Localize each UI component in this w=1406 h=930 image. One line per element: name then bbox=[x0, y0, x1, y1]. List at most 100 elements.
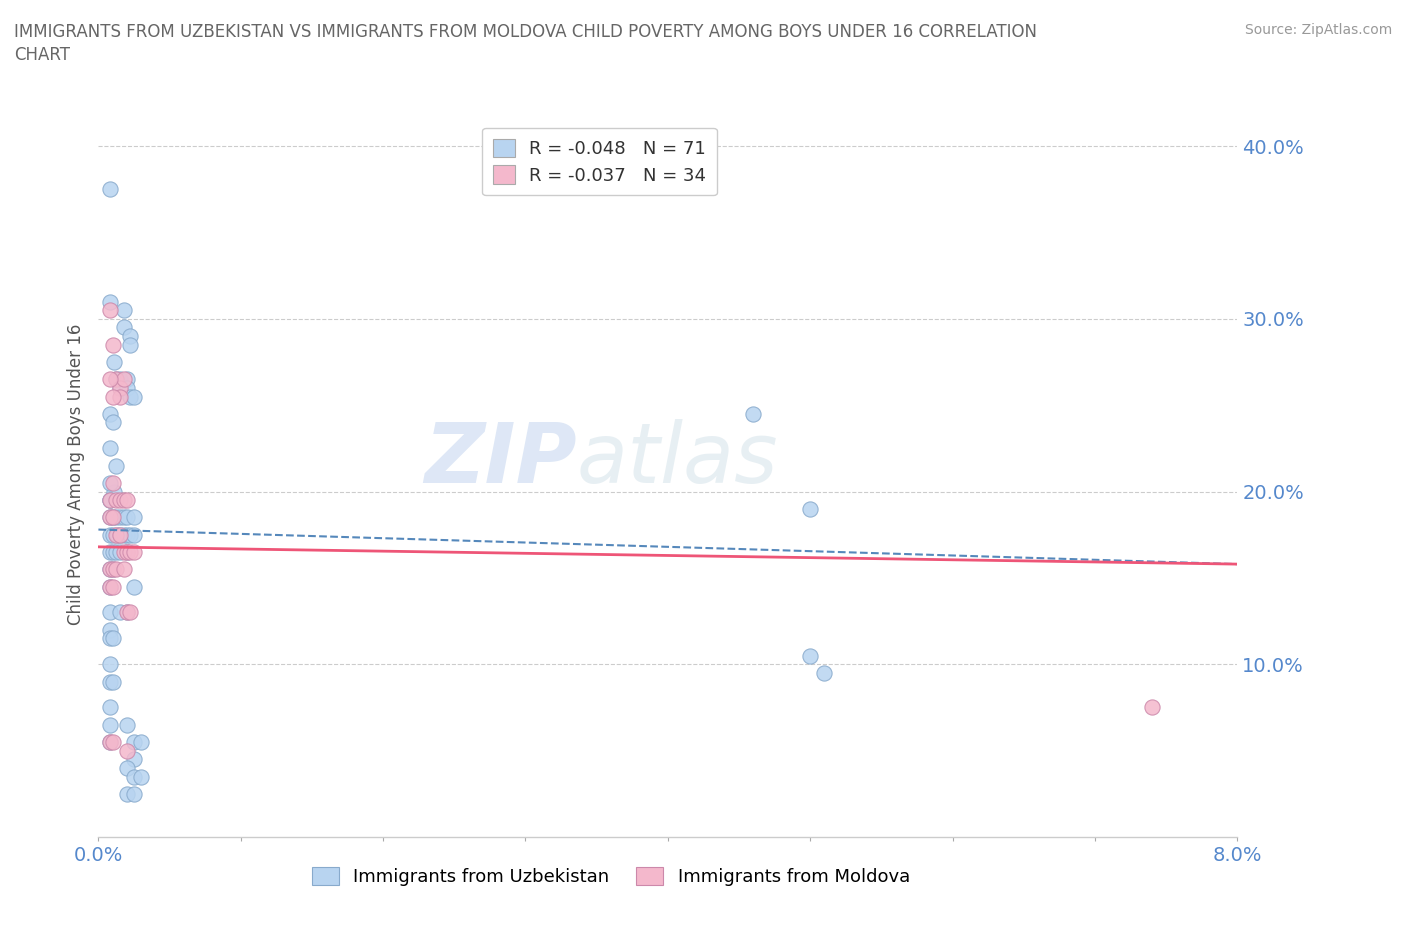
Point bbox=[98, 303, 121, 318]
Point bbox=[98, 562, 121, 577]
Point bbox=[98, 579, 121, 594]
Point bbox=[98, 493, 121, 508]
Point bbox=[101, 631, 124, 645]
Point bbox=[101, 735, 124, 750]
Point bbox=[115, 545, 138, 560]
Point bbox=[122, 389, 145, 404]
Point bbox=[813, 666, 835, 681]
Point bbox=[98, 657, 121, 671]
Point bbox=[98, 717, 121, 732]
Point bbox=[98, 622, 121, 637]
Point bbox=[103, 354, 125, 369]
Point bbox=[122, 751, 145, 766]
Point bbox=[108, 493, 131, 508]
Point bbox=[112, 562, 135, 577]
Point bbox=[101, 510, 124, 525]
Point bbox=[98, 562, 121, 577]
Point bbox=[118, 389, 141, 404]
Point bbox=[122, 787, 145, 802]
Point bbox=[118, 605, 141, 620]
Point bbox=[122, 735, 145, 750]
Point bbox=[118, 328, 141, 343]
Point bbox=[115, 545, 138, 560]
Point bbox=[98, 700, 121, 715]
Point bbox=[104, 372, 127, 387]
Point bbox=[115, 605, 138, 620]
Point bbox=[112, 527, 135, 542]
Point bbox=[112, 372, 135, 387]
Point bbox=[799, 501, 821, 516]
Point bbox=[122, 579, 145, 594]
Point bbox=[129, 735, 152, 750]
Point bbox=[104, 527, 127, 542]
Point bbox=[112, 545, 135, 560]
Point bbox=[101, 674, 124, 689]
Point bbox=[118, 545, 141, 560]
Point bbox=[108, 527, 131, 542]
Point bbox=[98, 735, 121, 750]
Point bbox=[104, 372, 127, 387]
Point bbox=[122, 769, 145, 784]
Point bbox=[98, 579, 121, 594]
Point bbox=[108, 372, 131, 387]
Point bbox=[115, 743, 138, 758]
Text: ZIP: ZIP bbox=[425, 419, 576, 500]
Y-axis label: Child Poverty Among Boys Under 16: Child Poverty Among Boys Under 16 bbox=[66, 324, 84, 625]
Point bbox=[108, 527, 131, 542]
Point bbox=[98, 406, 121, 421]
Point bbox=[118, 338, 141, 352]
Point bbox=[98, 475, 121, 490]
Point bbox=[101, 389, 124, 404]
Point bbox=[112, 510, 135, 525]
Point bbox=[115, 510, 138, 525]
Point bbox=[112, 303, 135, 318]
Point bbox=[108, 605, 131, 620]
Text: Source: ZipAtlas.com: Source: ZipAtlas.com bbox=[1244, 23, 1392, 37]
Text: IMMIGRANTS FROM UZBEKISTAN VS IMMIGRANTS FROM MOLDOVA CHILD POVERTY AMONG BOYS U: IMMIGRANTS FROM UZBEKISTAN VS IMMIGRANTS… bbox=[14, 23, 1038, 41]
Point bbox=[98, 605, 121, 620]
Point bbox=[799, 648, 821, 663]
Point bbox=[101, 562, 124, 577]
Point bbox=[101, 415, 124, 430]
Text: atlas: atlas bbox=[576, 419, 779, 500]
Point bbox=[108, 380, 131, 395]
Point bbox=[115, 787, 138, 802]
Point bbox=[122, 527, 145, 542]
Point bbox=[101, 562, 124, 577]
Point bbox=[101, 475, 124, 490]
Point bbox=[108, 545, 131, 560]
Point bbox=[101, 510, 124, 525]
Point bbox=[101, 338, 124, 352]
Point bbox=[98, 510, 121, 525]
Point bbox=[98, 631, 121, 645]
Point bbox=[103, 485, 125, 499]
Point bbox=[115, 380, 138, 395]
Point bbox=[118, 527, 141, 542]
Point bbox=[104, 510, 127, 525]
Point bbox=[101, 579, 124, 594]
Point bbox=[122, 510, 145, 525]
Point bbox=[104, 562, 127, 577]
Point bbox=[104, 493, 127, 508]
Point bbox=[101, 527, 124, 542]
Legend: Immigrants from Uzbekistan, Immigrants from Moldova: Immigrants from Uzbekistan, Immigrants f… bbox=[305, 859, 917, 893]
Point bbox=[1140, 700, 1163, 715]
Point bbox=[98, 510, 121, 525]
Point bbox=[101, 545, 124, 560]
Text: CHART: CHART bbox=[14, 46, 70, 64]
Point bbox=[104, 458, 127, 473]
Point bbox=[98, 735, 121, 750]
Point bbox=[112, 320, 135, 335]
Point bbox=[115, 372, 138, 387]
Point bbox=[98, 493, 121, 508]
Point bbox=[98, 493, 121, 508]
Point bbox=[108, 510, 131, 525]
Point bbox=[104, 545, 127, 560]
Point bbox=[122, 545, 145, 560]
Point bbox=[98, 545, 121, 560]
Point bbox=[98, 527, 121, 542]
Point bbox=[115, 717, 138, 732]
Point bbox=[115, 527, 138, 542]
Point bbox=[98, 182, 121, 197]
Point bbox=[98, 372, 121, 387]
